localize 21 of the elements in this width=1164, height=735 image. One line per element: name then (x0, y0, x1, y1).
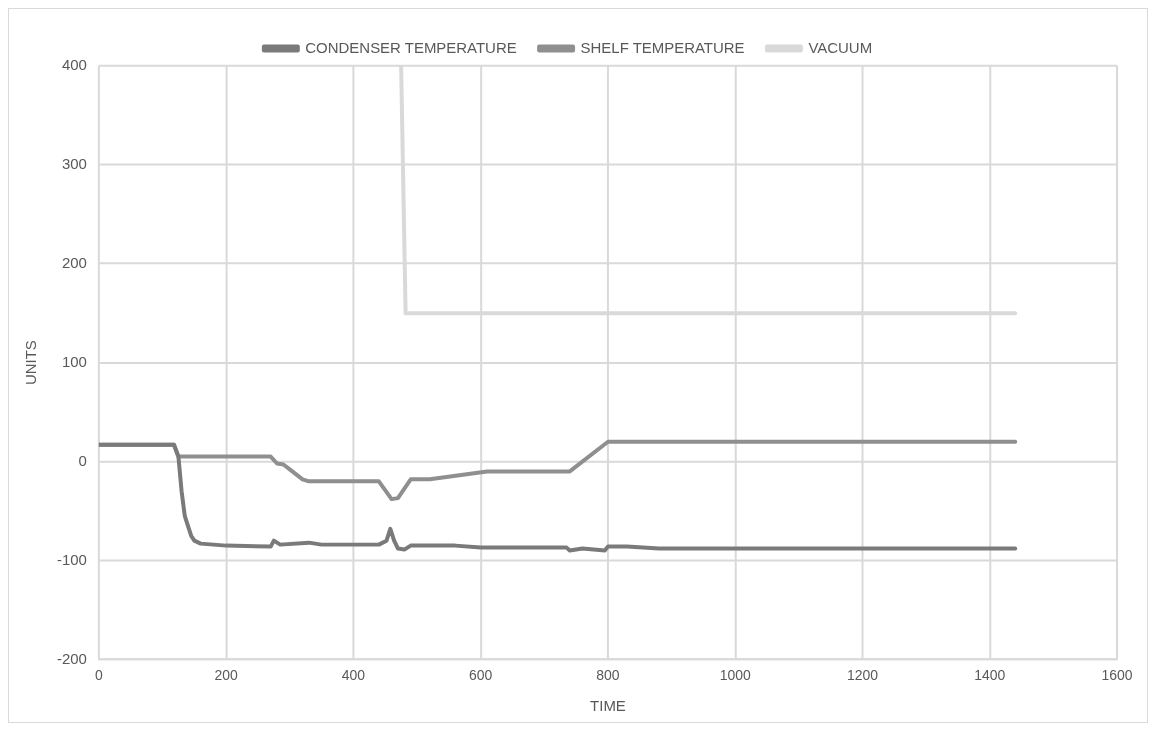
y-tick-label: 300 (61, 154, 87, 172)
y-tick-label: -200 (56, 649, 87, 667)
x-tick-label: 1200 (846, 666, 879, 683)
x-tick-label: 1400 (974, 666, 1006, 683)
x-tick-label: 1000 (719, 666, 751, 683)
x-tick-label: 1600 (1101, 666, 1133, 683)
y-tick-label: 0 (78, 451, 87, 469)
y-axis-title: UNITS (22, 340, 40, 386)
x-tick-label: 600 (469, 666, 493, 683)
x-axis-title: TIME (590, 696, 626, 714)
legend-label: CONDENSER TEMPERATURE (305, 38, 517, 56)
y-tick-label: -100 (56, 550, 87, 568)
y-tick-label: 100 (61, 352, 87, 370)
x-tick-label: 200 (214, 666, 239, 683)
y-tick-label: 400 (61, 55, 87, 73)
x-tick-label: 0 (94, 666, 103, 683)
legend-label: SHELF TEMPERATURE (580, 38, 745, 56)
legend-label: VACUUM (808, 38, 873, 56)
x-tick-label: 400 (341, 666, 366, 683)
x-tick-label: 800 (596, 666, 620, 683)
y-tick-label: 200 (61, 253, 87, 271)
